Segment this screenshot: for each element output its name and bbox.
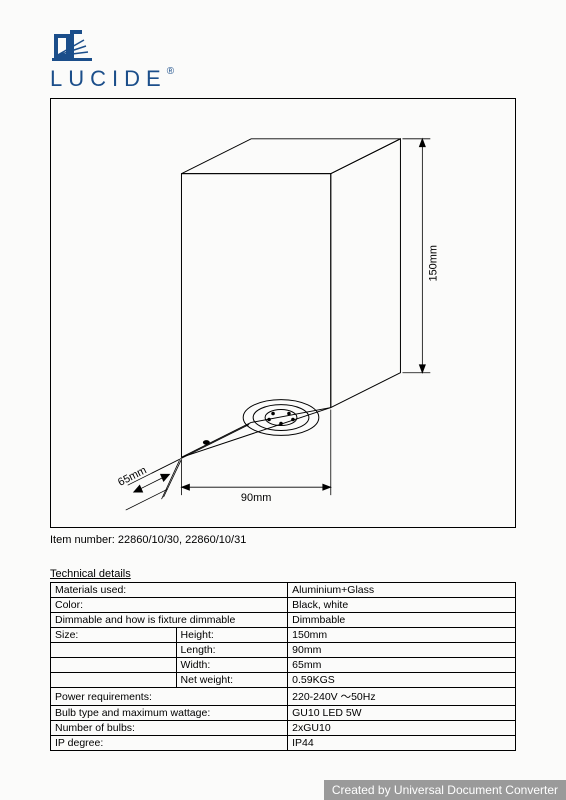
spec-label: Materials used:	[51, 583, 288, 598]
item-number: Item number: 22860/10/30, 22860/10/31	[50, 534, 516, 546]
spec-value: 0.59KGS	[288, 673, 516, 688]
dim-width-label: 65mm	[116, 464, 149, 488]
spec-label	[51, 673, 177, 688]
spec-label: Bulb type and maximum wattage:	[51, 706, 288, 721]
technical-details-header: Technical details	[50, 568, 516, 580]
table-row: IP degree:IP44	[51, 736, 516, 751]
spec-sublabel: Height:	[176, 628, 288, 643]
spec-label: Size:	[51, 628, 177, 643]
table-row: Length:90mm	[51, 643, 516, 658]
table-row: Net weight:0.59KGS	[51, 673, 516, 688]
spec-label	[51, 658, 177, 673]
spec-label: IP degree:	[51, 736, 288, 751]
technical-drawing: 150mm 90mm	[50, 98, 516, 528]
spec-label: Color:	[51, 598, 288, 613]
spec-sublabel: Width:	[176, 658, 288, 673]
dim-height-label: 150mm	[427, 245, 439, 281]
spec-label: Dimmable and how is fixture dimmable	[51, 613, 288, 628]
lucide-icon	[50, 28, 94, 64]
table-row: Color:Black, white	[51, 598, 516, 613]
watermark: Created by Universal Document Converter	[324, 780, 566, 800]
spec-value: GU10 LED 5W	[288, 706, 516, 721]
spec-value: 90mm	[288, 643, 516, 658]
table-row: Dimmable and how is fixture dimmableDimm…	[51, 613, 516, 628]
spec-table: Materials used:Aluminium+GlassColor:Blac…	[50, 582, 516, 751]
brand-logo: LUCIDE®	[50, 28, 516, 92]
table-row: Bulb type and maximum wattage:GU10 LED 5…	[51, 706, 516, 721]
spec-label: Power requirements:	[51, 688, 288, 706]
spec-label	[51, 643, 177, 658]
spec-value: Dimmbable	[288, 613, 516, 628]
table-row: Width:65mm	[51, 658, 516, 673]
spec-sublabel: Length:	[176, 643, 288, 658]
table-row: Number of bulbs:2xGU10	[51, 721, 516, 736]
spec-value: 65mm	[288, 658, 516, 673]
table-row: Power requirements:220-240V ～50Hz	[51, 688, 516, 706]
spec-sublabel: Net weight:	[176, 673, 288, 688]
dim-length-label: 90mm	[241, 492, 271, 504]
brand-name: LUCIDE®	[50, 66, 516, 92]
spec-value: Black, white	[288, 598, 516, 613]
table-row: Materials used:Aluminium+Glass	[51, 583, 516, 598]
spec-value: 2xGU10	[288, 721, 516, 736]
spec-label: Number of bulbs:	[51, 721, 288, 736]
table-row: Size:Height:150mm	[51, 628, 516, 643]
spec-value: 150mm	[288, 628, 516, 643]
spec-value: Aluminium+Glass	[288, 583, 516, 598]
spec-value: IP44	[288, 736, 516, 751]
spec-value: 220-240V ～50Hz	[288, 688, 516, 706]
